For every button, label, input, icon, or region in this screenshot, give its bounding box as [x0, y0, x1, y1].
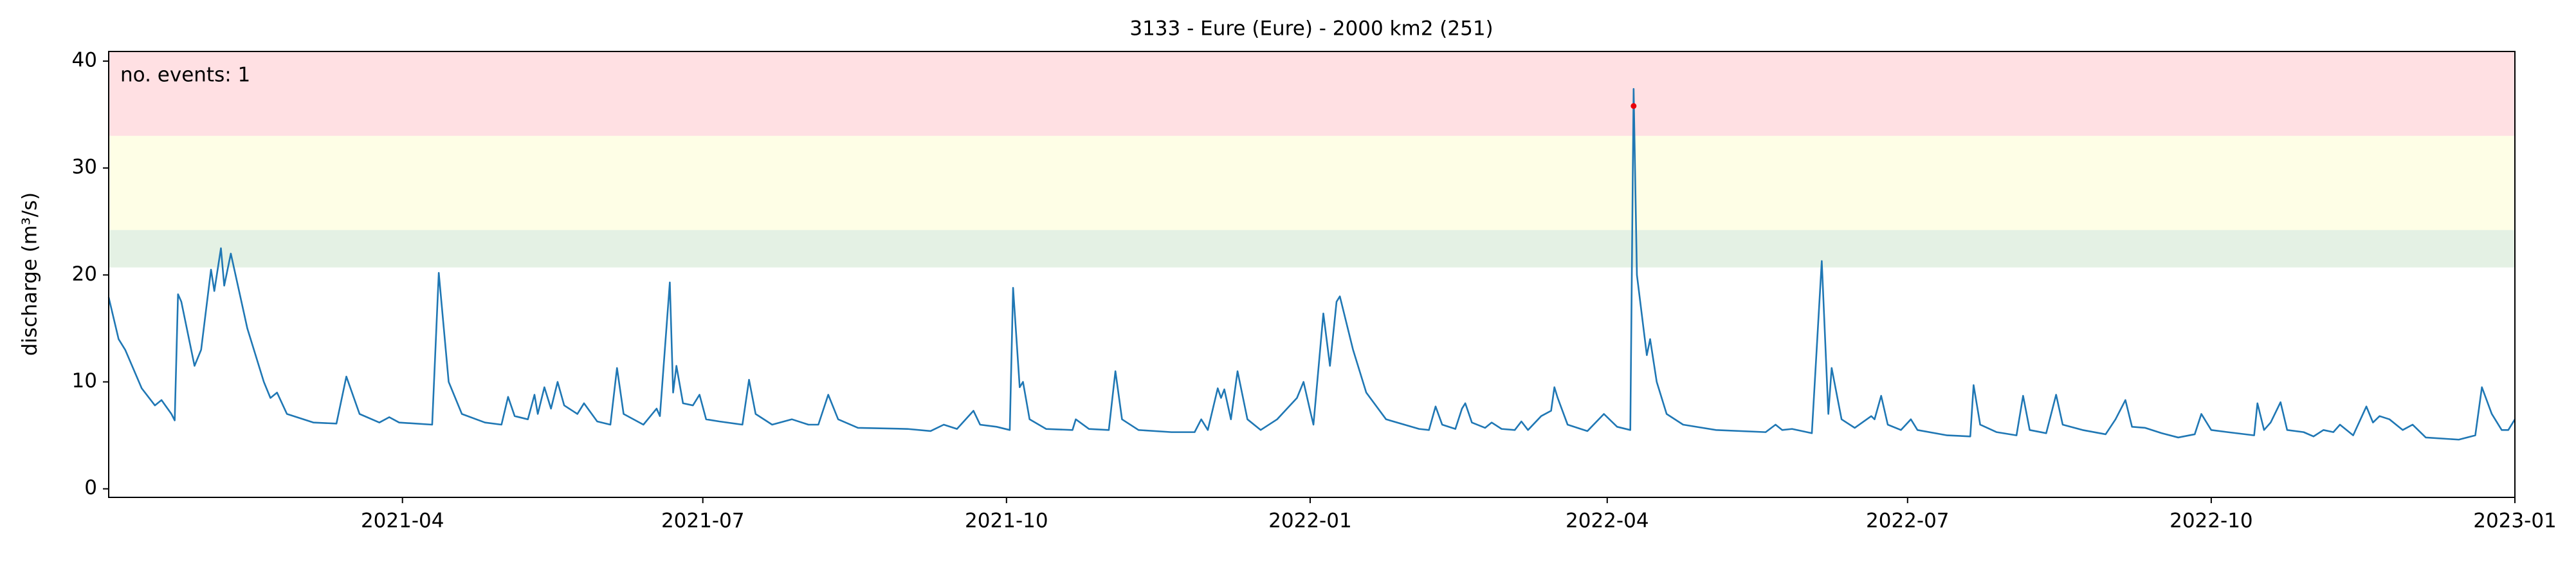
y-axis-label: discharge (m³/s) [19, 192, 42, 356]
x-tick-label: 2022-01 [1268, 510, 1352, 533]
x-tick-label: 2022-04 [1566, 510, 1649, 533]
y-tick-label: 0 [84, 476, 97, 499]
plot-frame [108, 51, 2516, 498]
x-tick-label: 2022-10 [2170, 510, 2253, 533]
x-tick-label: 2021-10 [965, 510, 1048, 533]
y-tick-label: 40 [72, 48, 97, 71]
y-tick-label: 10 [72, 369, 97, 392]
threshold-band [109, 51, 2515, 136]
chart-title: 3133 - Eure (Eure) - 2000 km2 (251) [1129, 17, 1493, 41]
y-tick-label: 30 [72, 156, 97, 179]
x-tick-label: 2023-01 [2473, 510, 2557, 533]
x-tick-label: 2021-04 [361, 510, 444, 533]
y-tick-label: 20 [72, 263, 97, 286]
threshold-band [109, 136, 2515, 230]
x-tick-label: 2022-07 [1866, 510, 1950, 533]
discharge-line [107, 88, 2516, 441]
x-tick-label: 2021-07 [661, 510, 745, 533]
event-point [1631, 103, 1637, 109]
threshold-band [109, 230, 2515, 268]
event-count: no. events: 1 [120, 64, 250, 87]
